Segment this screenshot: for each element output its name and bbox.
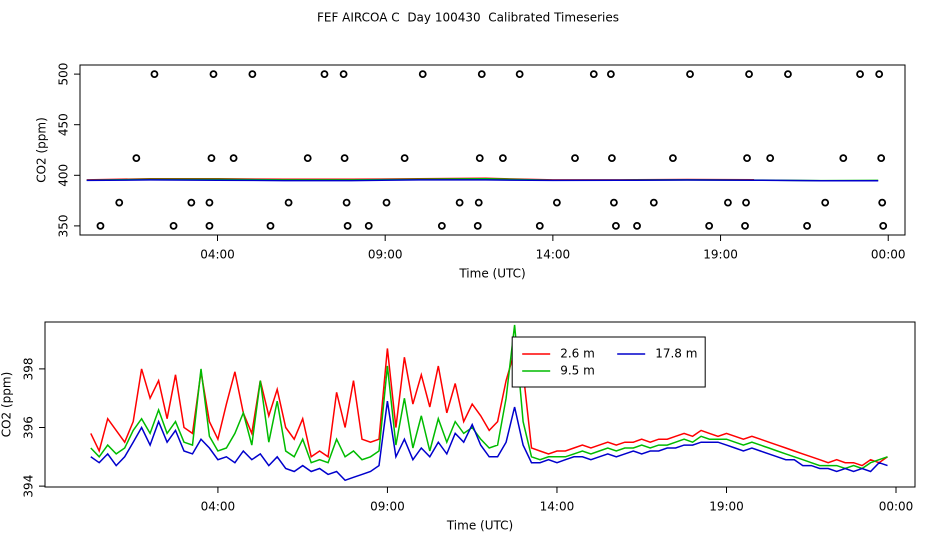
marker-point [606, 70, 615, 79]
marker-point [475, 154, 484, 162]
marker-point [343, 221, 352, 230]
x-tick-label: 09:00 [368, 248, 403, 262]
marker-point [649, 198, 658, 207]
series-line [90, 348, 888, 467]
marker-point [745, 70, 753, 79]
marker-point [187, 198, 196, 207]
plot-frame [44, 321, 916, 488]
marker-point [364, 221, 373, 230]
marker-point [875, 70, 884, 79]
series-line [90, 400, 888, 482]
y-tick-label: 450 [57, 113, 71, 136]
x-tick-label: 14:00 [540, 500, 575, 514]
marker-point [607, 154, 616, 162]
marker-point [132, 154, 141, 162]
marker-point [477, 70, 486, 79]
marker-point [743, 154, 751, 162]
marker-point [839, 154, 848, 162]
marker-point [784, 70, 792, 79]
marker-point [571, 154, 579, 162]
panel: 350 400 450 500 04:00 09:00 14:00 19:00 00:00 Tim… [35, 63, 906, 281]
marker-point [284, 198, 293, 207]
marker-point [535, 221, 544, 230]
marker-point [741, 221, 749, 230]
y-tick-label: 398 [22, 357, 36, 380]
y-tick-label: 500 [57, 63, 71, 86]
marker-point [879, 221, 888, 230]
marker-point [742, 198, 750, 207]
marker-point [766, 154, 775, 162]
marker-point [437, 221, 446, 230]
x-tick-label: 19:00 [709, 500, 744, 514]
marker-point [229, 154, 238, 162]
marker-point [515, 70, 524, 79]
y-axis-title: CO2 (ppm) [0, 372, 14, 438]
x-axis-title: Time (UTC) [458, 267, 525, 281]
marker-point [610, 198, 618, 207]
marker-point [856, 70, 864, 79]
series-line [86, 179, 879, 182]
marker-point [150, 70, 159, 79]
y-tick-label: 400 [57, 164, 71, 187]
page-title: FEF AIRCOA C Day 100430 Calibrated Times… [317, 11, 619, 25]
y-tick-label: 350 [57, 214, 71, 237]
marker-point [669, 154, 677, 162]
marker-point [633, 221, 641, 230]
marker-point [382, 198, 391, 207]
marker-point [473, 221, 482, 230]
legend: 2.6 m 9.5 m 17.8 m [511, 336, 706, 388]
legend-label: 17.8 m [655, 347, 697, 361]
marker-point [455, 198, 464, 207]
marker-point [303, 154, 312, 162]
marker-point [207, 154, 216, 162]
legend-box [511, 336, 706, 388]
marker-point [320, 70, 329, 79]
marker-point [878, 198, 887, 207]
panel: 394 396 398 04:00 09:00 14:00 19:00 00:00 Time (… [0, 321, 916, 533]
legend-label: 2.6 m [560, 347, 595, 361]
marker-point [205, 198, 214, 207]
marker-point [340, 154, 349, 162]
marker-point [205, 221, 214, 230]
marker-point [877, 154, 886, 162]
series-line [90, 324, 888, 470]
marker-point [418, 70, 427, 79]
legend-label: 9.5 m [560, 364, 595, 378]
marker-point [96, 221, 105, 230]
marker-point [339, 70, 348, 79]
marker-point [400, 154, 409, 162]
marker-point [248, 70, 257, 79]
marker-point [552, 198, 561, 207]
marker-point [266, 221, 275, 230]
marker-point [724, 198, 732, 207]
x-tick-label: 00:00 [871, 248, 906, 262]
y-axis-title: CO2 (ppm) [35, 117, 49, 183]
x-tick-label: 09:00 [370, 500, 405, 514]
marker-point [803, 221, 811, 230]
marker-point [169, 221, 178, 230]
marker-point [474, 198, 483, 207]
marker-point [115, 198, 124, 207]
marker-point [686, 70, 694, 79]
plot-frame [79, 64, 906, 236]
marker-point [209, 70, 218, 79]
x-tick-label: 04:00 [200, 248, 235, 262]
marker-point [821, 198, 830, 207]
marker-point [705, 221, 714, 230]
y-tick-label: 394 [22, 475, 36, 498]
marker-point [612, 221, 620, 230]
marker-point [342, 198, 351, 207]
x-tick-label: 14:00 [536, 248, 571, 262]
x-tick-label: 04:00 [201, 500, 236, 514]
y-tick-label: 396 [22, 416, 36, 439]
marker-point [498, 154, 507, 162]
x-tick-label: 00:00 [879, 500, 914, 514]
x-tick-label: 19:00 [703, 248, 738, 262]
x-axis-title: Time (UTC) [446, 519, 513, 533]
marker-point [589, 70, 598, 79]
